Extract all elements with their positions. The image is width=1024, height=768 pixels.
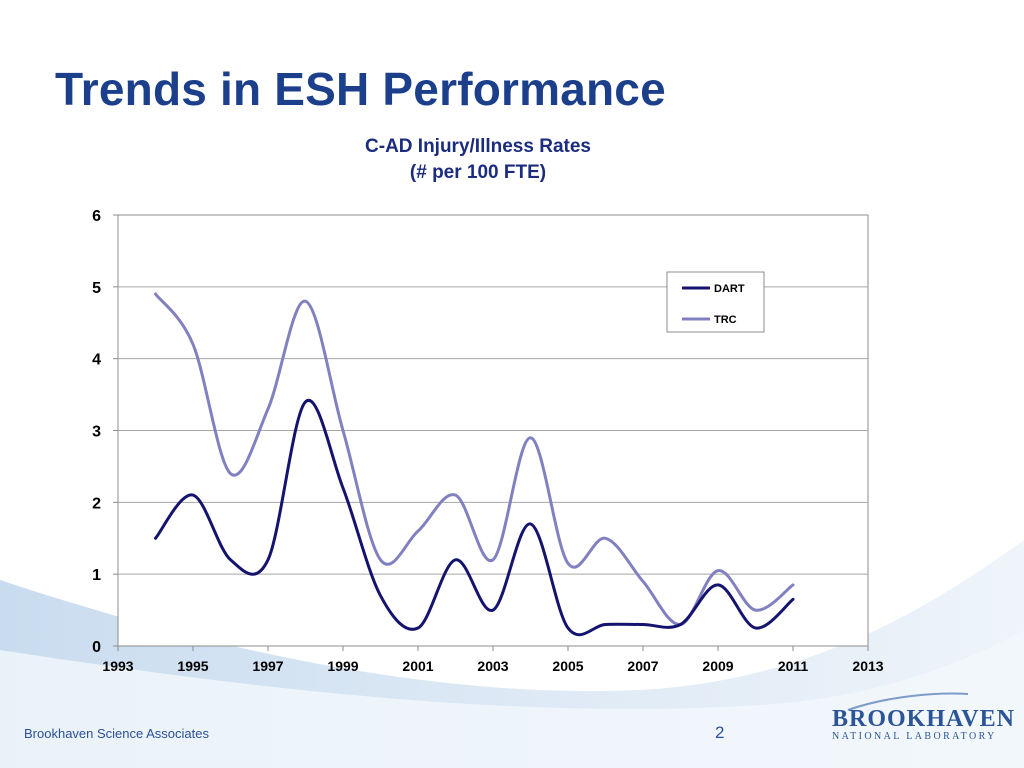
logo-subtitle: NATIONAL LABORATORY: [832, 731, 997, 742]
y-tick-label: 4: [92, 352, 101, 369]
chart-title-line-2: (# per 100 FTE): [410, 162, 546, 183]
y-tick-label: 6: [92, 208, 101, 225]
chart-title-line-1: C-AD Injury/Illness Rates: [365, 136, 591, 157]
y-tick-label: 5: [92, 280, 101, 297]
logo-wordmark: BROOKHAVEN: [832, 706, 1015, 732]
x-tick-label: 1995: [177, 658, 208, 674]
background-swoosh-light: [0, 630, 1024, 768]
legend-box: [666, 271, 765, 333]
footer-organization: Brookhaven Science Associates: [24, 726, 209, 741]
logo-swoosh-icon: [847, 692, 969, 711]
legend-label-dart: DART: [714, 283, 745, 295]
series-lines: [154, 292, 795, 637]
brookhaven-logo: BROOKHAVEN NATIONAL LABORATORY: [828, 690, 1014, 750]
slide-title: Trends in ESH Performance: [55, 63, 666, 115]
legend-label-trc: TRC: [714, 314, 737, 326]
x-tick-label: 1993: [102, 658, 133, 674]
axis-ticks: 0 1 2 3 4 5 6 1993 1995 1997 1999 2001 2003 2005 2007 2…: [92, 208, 884, 674]
series-line-trc: [154, 292, 795, 626]
x-tick-label: 2007: [627, 658, 658, 674]
page-number: 2: [715, 723, 725, 742]
y-tick-label: 0: [92, 639, 101, 656]
y-tick-label: 2: [92, 495, 101, 512]
x-tick-label: 2009: [702, 658, 733, 674]
x-tick-label: 2005: [552, 658, 583, 674]
x-tick-label: 2013: [852, 658, 883, 674]
y-tick-label: 3: [92, 424, 101, 441]
x-tick-label: 2011: [778, 658, 809, 674]
legend: DART TRC: [666, 271, 765, 333]
x-tick-label: 1997: [252, 658, 283, 674]
x-tick-label: 2003: [477, 658, 508, 674]
series-line-dart: [154, 398, 795, 637]
x-tick-label: 1999: [327, 658, 358, 674]
x-tick-label: 2001: [402, 658, 433, 674]
y-tick-label: 1: [92, 567, 101, 584]
